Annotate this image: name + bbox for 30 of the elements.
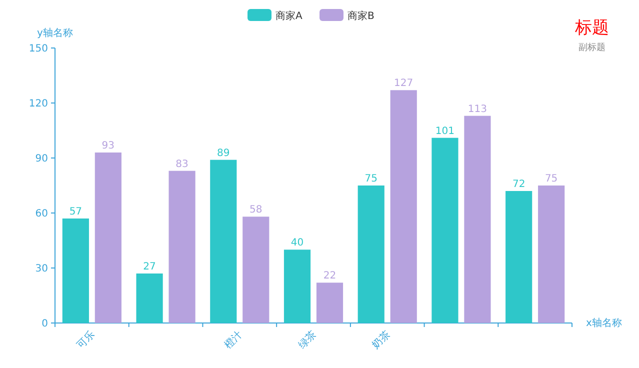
data-label: 40 — [290, 238, 304, 249]
data-label: 83 — [176, 158, 188, 170]
data-label: 72 — [512, 179, 526, 190]
data-label: 27 — [143, 262, 156, 272]
title: 标题 — [575, 18, 609, 38]
data-label: 75 — [364, 174, 378, 184]
data-label: 22 — [323, 270, 336, 282]
ylabel: y轴名称 — [37, 28, 73, 39]
x-tick-label: 可乐 — [74, 328, 98, 352]
legend-label: 商家B — [348, 10, 374, 22]
data-label: 93 — [102, 140, 115, 152]
data-label: 57 — [69, 206, 82, 218]
x-tick-label: 橙汁 — [222, 328, 245, 352]
data-label: 101 — [435, 126, 455, 137]
y-tick-label: 150 — [28, 44, 48, 54]
x-tick-label: 绿茶 — [296, 328, 319, 352]
xlabel: x轴名称 — [586, 318, 622, 329]
data-label: 75 — [544, 174, 558, 184]
y-tick-label: 120 — [28, 98, 48, 110]
y-tick-label: 90 — [35, 154, 48, 164]
legend-label: 商家A — [276, 10, 302, 22]
y-tick-label: 60 — [35, 208, 48, 220]
data-label: 113 — [468, 104, 488, 115]
subtitle: 副标题 — [578, 43, 606, 53]
data-label: 127 — [394, 78, 414, 90]
y-tick-label: 30 — [35, 264, 48, 274]
x-tick-label: 奶茶 — [370, 328, 392, 352]
data-label: 89 — [217, 148, 230, 159]
y-tick-label: 0 — [42, 318, 48, 330]
data-label: 58 — [250, 204, 262, 216]
